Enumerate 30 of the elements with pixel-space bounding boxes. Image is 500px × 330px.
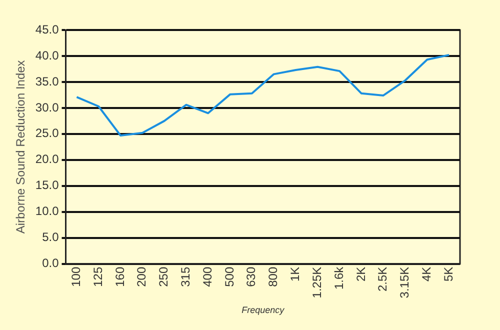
x-tick-label: 1.25K [310,266,324,298]
y-tick-label: 5.0 [42,230,60,244]
y-tick-label: 25.0 [35,126,60,140]
y-tick-label: 10.0 [35,204,60,218]
x-tick-label: 800 [266,266,280,287]
y-tick-label: 15.0 [35,178,60,192]
y-tick-label: 30.0 [35,100,60,114]
y-tick-label: 45.0 [35,22,60,36]
x-axis-title: Frequency [242,305,285,316]
x-tick-label: 2.5K [376,266,390,292]
x-tick-label: 1.6k [332,266,346,290]
x-tick-label: 400 [200,266,214,287]
x-tick-label: 200 [134,266,149,287]
x-tick-label: 250 [156,266,171,287]
x-tick-label: 5K [441,266,456,282]
x-tick-label: 1K [288,266,302,282]
y-tick-label: 35.0 [35,74,60,88]
y-tick-label: 20.0 [35,152,60,166]
y-axis-title: Airborne Sound Reduction Index [14,60,28,234]
y-tick-label: 40.0 [35,48,60,62]
x-tick-label: 100 [69,266,84,287]
x-tick-label: 630 [244,266,258,287]
x-tick-label: 125 [90,266,105,287]
x-tick-label: 315 [178,266,193,287]
x-tick-label: 160 [112,266,127,287]
x-tick-label: 3.15K [398,266,412,298]
y-tick-label: 0.0 [42,256,60,270]
x-tick-label: 500 [222,266,236,287]
x-tick-label: 2K [354,266,368,282]
x-tick-label: 4K [419,266,434,282]
